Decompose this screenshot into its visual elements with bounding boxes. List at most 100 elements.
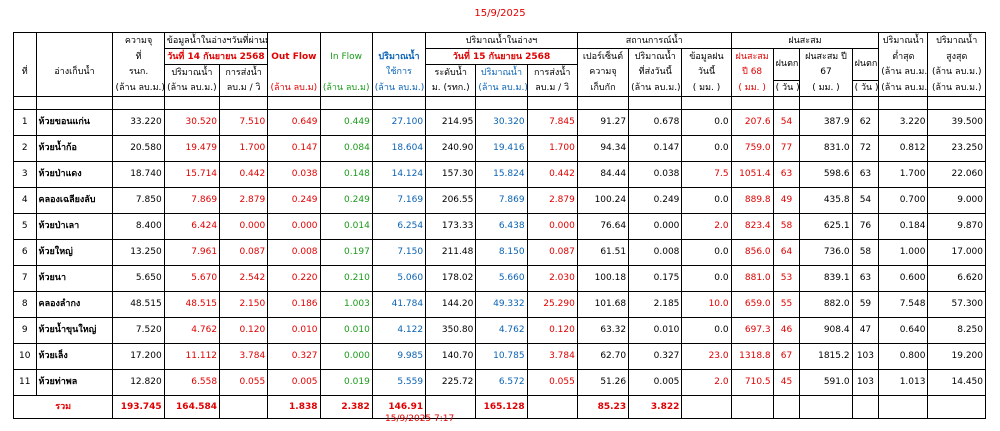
table-row: 6 ห้วยใหญ่ 13.250 7.961 0.087 0.008 0.197 7.150… — [13, 238, 986, 266]
cell-rain: 10.0 — [681, 290, 732, 318]
cell-yvol: 5.670 — [163, 264, 221, 292]
cell-in: 0.010 — [319, 316, 373, 344]
cell-max: 22.060 — [927, 160, 986, 188]
cell-min: 3.220 — [878, 108, 929, 136]
cell-min: 0.184 — [878, 212, 929, 240]
cell-a67: 591.0 — [799, 368, 853, 396]
cell-max: 14.450 — [927, 368, 986, 396]
cell-no: 7 — [13, 264, 37, 292]
cell-pct: 76.64 — [576, 212, 630, 240]
cell-d68: 46 — [772, 316, 801, 344]
cell-cap: 13.250 — [112, 238, 165, 266]
table-row: 3 ห้วยป่าแดง 18.740 15.714 0.442 0.038 0.148 14… — [13, 160, 986, 188]
cell-in: 0.014 — [319, 212, 373, 240]
cell-lvl: 144.20 — [425, 290, 477, 318]
cell-pct: 84.44 — [576, 160, 630, 188]
cell-d68: 45 — [772, 368, 801, 396]
cell-no: 6 — [13, 238, 37, 266]
cell-rain: 0.0 — [681, 108, 732, 136]
cell-use: 5.559 — [371, 368, 427, 396]
cell-max: 39.500 — [927, 108, 986, 136]
cell-rain: 0.0 — [681, 238, 732, 266]
cell-d67: 103 — [851, 342, 880, 370]
cell-lvl: 173.33 — [425, 212, 477, 240]
cell-name: ห้วยป่าเลา — [35, 212, 114, 240]
cell-sent: 2.185 — [628, 290, 683, 318]
cell-trel: 0.120 — [526, 316, 578, 344]
cell-a67: 908.4 — [799, 316, 853, 344]
cell-d67: 63 — [851, 264, 880, 292]
cell-trel: 0.442 — [526, 160, 578, 188]
cell-d68: 53 — [772, 264, 801, 292]
hdr-yesterday-group: ข้อมูลน้ำในอ่างฯวันที่ผ่านมา — [163, 32, 269, 49]
cell-use: 41.784 — [371, 290, 427, 318]
cell-trel: 7.845 — [526, 108, 578, 136]
cell-lvl: 157.30 — [425, 160, 477, 188]
cell-min: 1.013 — [878, 368, 929, 396]
cell-trel: 2.030 — [526, 264, 578, 292]
cell-no: 9 — [13, 316, 37, 344]
cell-rain: 0.0 — [681, 316, 732, 344]
cell-tvol: 6.572 — [475, 368, 528, 396]
cell-max: 9.870 — [927, 212, 986, 240]
cell-d68: 55 — [772, 290, 801, 318]
cell-cap: 18.740 — [112, 160, 165, 188]
cell-rain: 0.0 — [681, 186, 732, 214]
cell-a68: 1051.4 — [730, 160, 774, 188]
cell-d68: 77 — [772, 134, 801, 162]
cell-tvol: 10.785 — [475, 342, 528, 370]
cell-yrel: 0.055 — [219, 368, 269, 396]
cell-max: 6.620 — [927, 264, 986, 292]
cell-trel: 1.700 — [526, 134, 578, 162]
cell-d67: 59 — [851, 290, 880, 318]
cell-trel: 0.087 — [526, 238, 578, 266]
hdr-today-group: ปริมาณน้ำในอ่างฯ — [425, 32, 578, 49]
header-row-4: (ล้าน ลบ.ม.) (ล้าน ลบ.ม.) ลบ.ม / วิ (ล้า… — [13, 80, 986, 97]
header-row-1: ความจุ ข้อมูลน้ำในอ่างฯวันที่ผ่านมา ปริม… — [13, 32, 986, 49]
cell-a67: 882.0 — [799, 290, 853, 318]
table-row: 7 ห้วยนา 5.650 5.670 2.542 0.220 0.210 5.060 178… — [13, 264, 986, 292]
cell-lvl: 225.72 — [425, 368, 477, 396]
hdr-reservoir: อ่างเก็บน้ำ — [35, 64, 114, 80]
cell-a67: 625.1 — [799, 212, 853, 240]
cell-yrel: 0.000 — [219, 212, 269, 240]
cell-cap: 5.650 — [112, 264, 165, 292]
cell-tvol: 7.869 — [475, 186, 528, 214]
cell-cap: 7.850 — [112, 186, 165, 214]
cell-yrel: 2.150 — [219, 290, 269, 318]
cell-d68: 49 — [772, 186, 801, 214]
cell-use: 5.060 — [371, 264, 427, 292]
cell-d67: 47 — [851, 316, 880, 344]
cell-trel: 3.784 — [526, 342, 578, 370]
cell-lvl: 211.48 — [425, 238, 477, 266]
cell-cap: 17.200 — [112, 342, 165, 370]
cell-trel: 25.290 — [526, 290, 578, 318]
cell-yvol: 11.112 — [163, 342, 221, 370]
cell-yrel: 0.087 — [219, 238, 269, 266]
cell-d67: 62 — [851, 108, 880, 136]
cell-yvol: 7.869 — [163, 186, 221, 214]
cell-out: 0.010 — [267, 316, 321, 344]
cell-pct: 101.68 — [576, 290, 630, 318]
cell-tvol: 4.762 — [475, 316, 528, 344]
table-row: 9 ห้วยน้ำขุนใหญ่ 7.520 4.762 0.120 0.010 0.010… — [13, 316, 986, 344]
hdr-no: ที่ — [13, 64, 37, 80]
cell-name: ห้วยขอนแก่น — [35, 108, 114, 136]
cell-tvol: 49.332 — [475, 290, 528, 318]
cell-tvol: 8.150 — [475, 238, 528, 266]
cell-d67: 58 — [851, 238, 880, 266]
cell-cap: 48.515 — [112, 290, 165, 318]
cell-lvl: 178.02 — [425, 264, 477, 292]
cell-yrel: 0.442 — [219, 160, 269, 188]
spacer-row — [13, 95, 986, 110]
cell-in: 0.197 — [319, 238, 373, 266]
cell-no: 1 — [13, 108, 37, 136]
cell-sent: 0.147 — [628, 134, 683, 162]
cell-use: 7.150 — [371, 238, 427, 266]
total-row: รวม 193.745 164.584 1.838 2.382 146.91 1… — [12, 394, 986, 419]
cell-a68: 889.8 — [730, 186, 774, 214]
cell-a67: 1815.2 — [799, 342, 853, 370]
cell-d67: 76 — [851, 212, 880, 240]
cell-out: 0.147 — [267, 134, 321, 162]
cell-d67: 103 — [851, 368, 880, 396]
